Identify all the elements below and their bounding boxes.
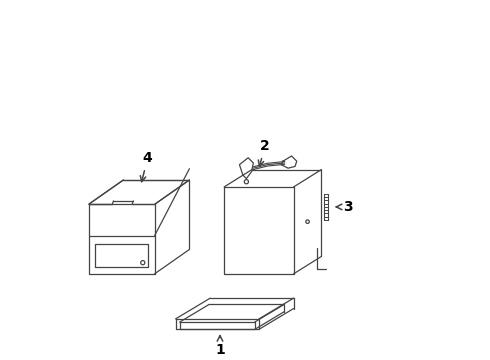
Text: 1: 1 xyxy=(215,336,225,357)
Text: 4: 4 xyxy=(140,151,152,182)
Text: 3: 3 xyxy=(336,200,353,214)
Text: 2: 2 xyxy=(258,139,270,166)
